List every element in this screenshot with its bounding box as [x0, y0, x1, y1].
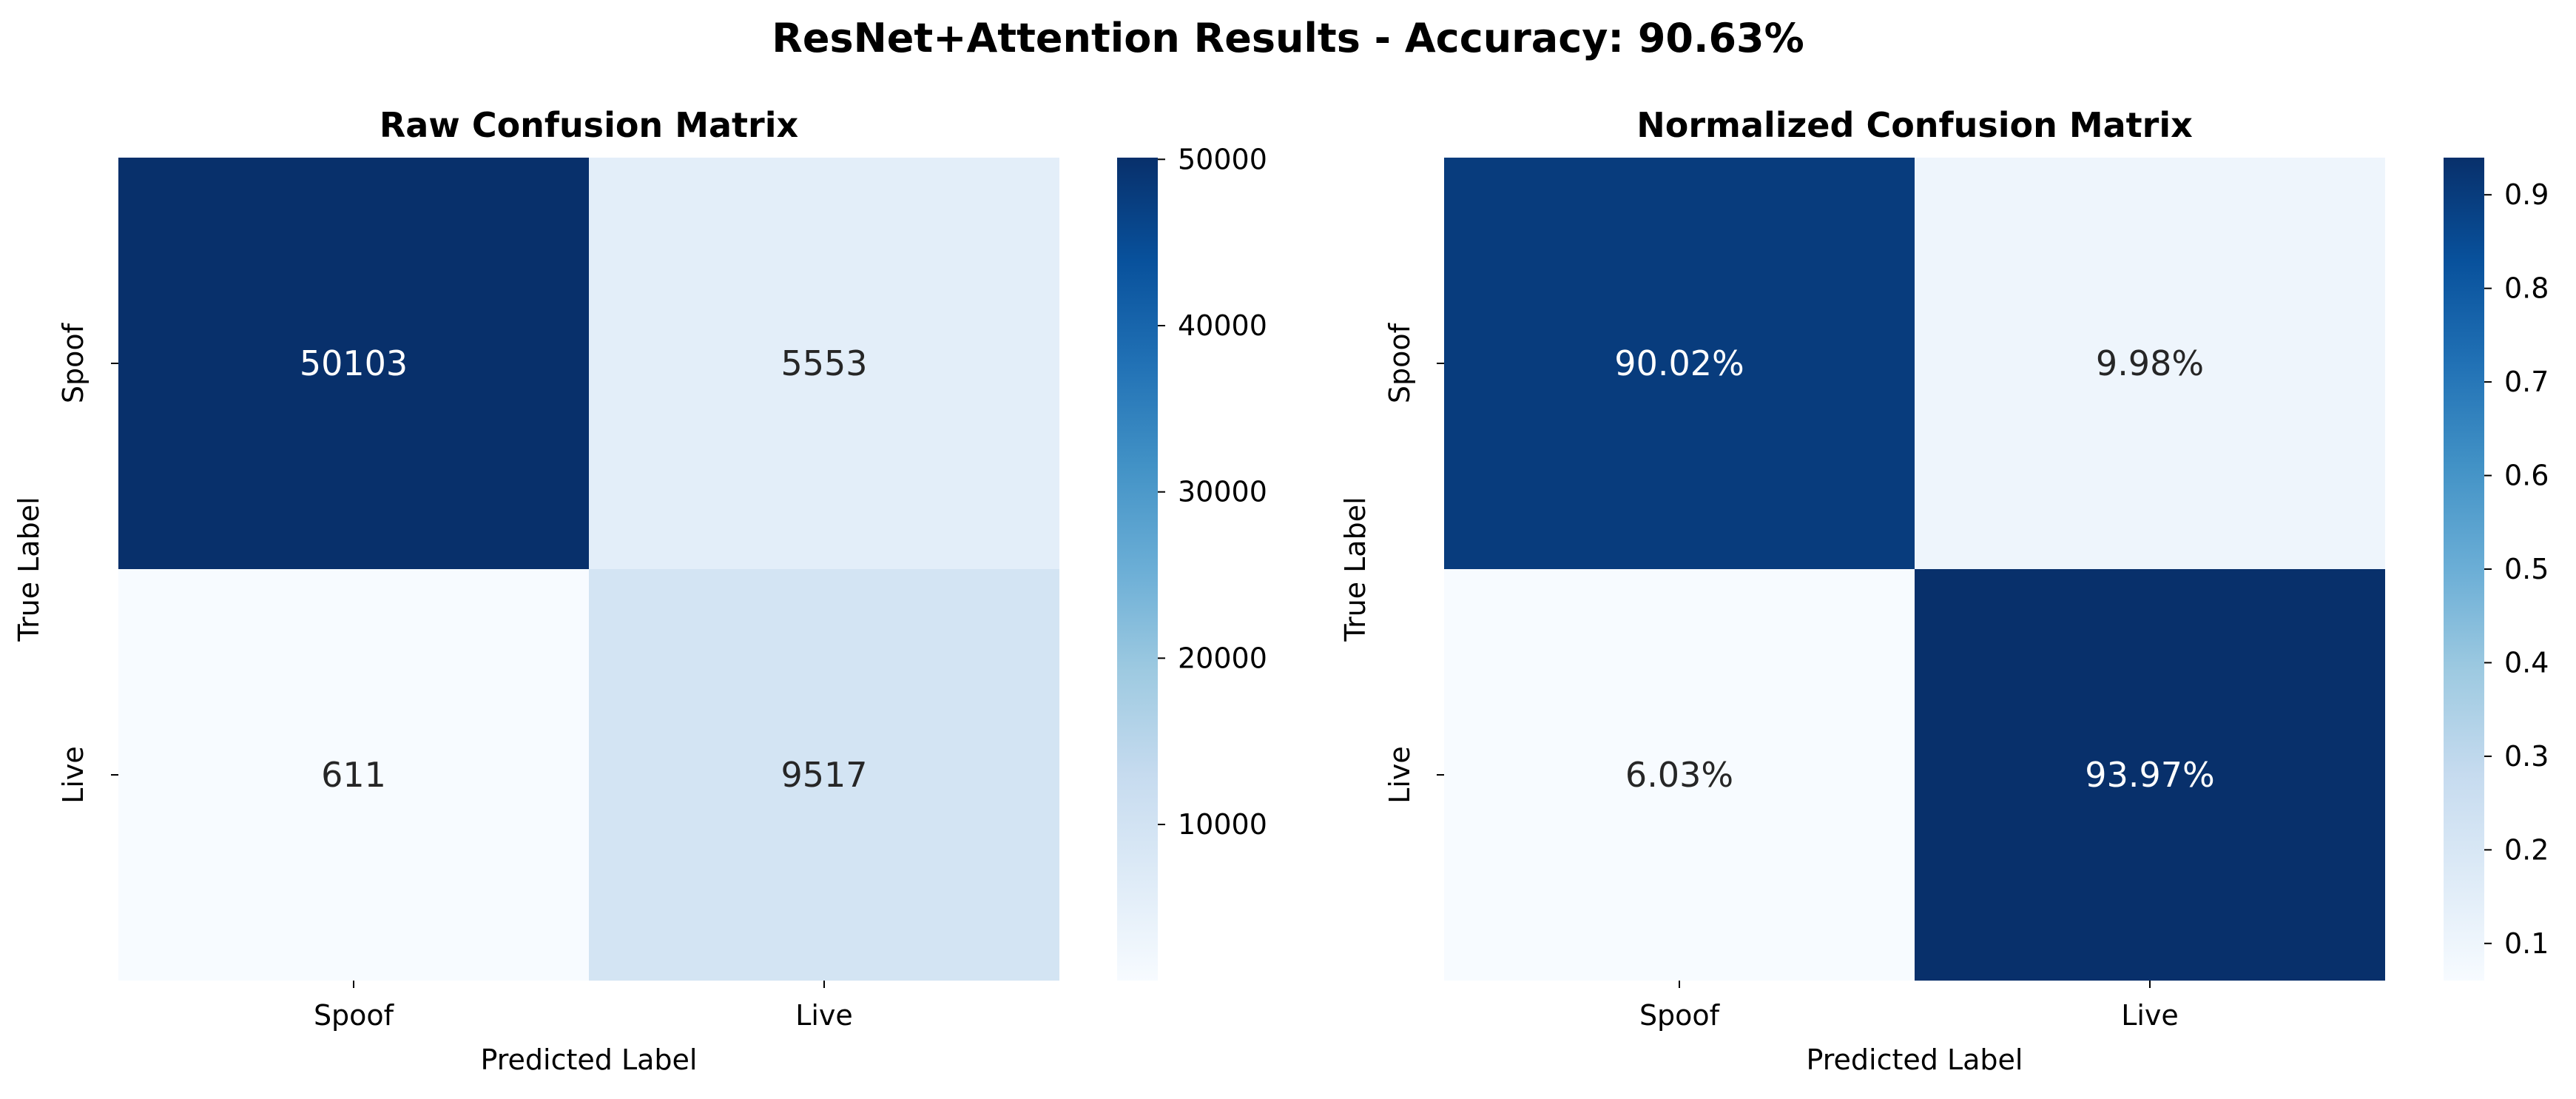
colorbar-tick-label: 0.4	[2504, 646, 2549, 679]
cell-value-label: 90.02%	[1614, 343, 1744, 383]
x-tick-label: Live	[2121, 999, 2179, 1032]
colorbar-tick-label: 40000	[1178, 309, 1267, 342]
heatmap-panel-2: Normalized Confusion Matrix 90.02% 9.98% 6.…	[1339, 105, 2549, 1076]
heatmap-panel-1: Raw Confusion Matrix 50103 5553 611 9517 Spoo…	[13, 105, 1267, 1076]
heatmap-cell	[118, 569, 589, 981]
y-tick-label: Spoof	[57, 322, 90, 403]
cell-value-label: 5553	[780, 343, 867, 383]
colorbar-tick-label: 30000	[1178, 476, 1267, 508]
colorbar-tick-label: 0.2	[2504, 833, 2549, 866]
colorbar-tick-label: 0.5	[2504, 553, 2549, 585]
heatmap-cell	[589, 569, 1059, 981]
heatmap-cell	[1915, 158, 2385, 569]
colorbar-tick-label: 0.6	[2504, 460, 2549, 492]
cell-value-label: 611	[321, 755, 386, 795]
colorbar-tick-label: 0.7	[2504, 366, 2549, 398]
heatmap-cell	[1915, 569, 2385, 981]
panel-title: Normalized Confusion Matrix	[1636, 105, 2193, 145]
cell-value-label: 93.97%	[2085, 755, 2214, 795]
colorbar-tick-label: 20000	[1178, 642, 1267, 674]
heatmap-cell	[1444, 158, 1915, 569]
cell-value-label: 6.03%	[1625, 755, 1733, 795]
y-tick-label: Live	[57, 746, 90, 804]
y-tick-label: Spoof	[1383, 322, 1416, 403]
colorbar-tick-label: 50000	[1178, 143, 1267, 175]
y-axis-label: True Label	[13, 497, 45, 642]
panel-title: Raw Confusion Matrix	[380, 105, 798, 145]
cell-value-label: 9.98%	[2096, 343, 2204, 383]
colorbar-tick-label: 0.3	[2504, 740, 2549, 773]
colorbar-tick-label: 10000	[1178, 808, 1267, 841]
y-tick-label: Live	[1383, 746, 1416, 804]
y-axis-label: True Label	[1339, 497, 1372, 642]
x-tick-label: Spoof	[1639, 999, 1721, 1032]
cell-value-label: 9517	[780, 755, 867, 795]
heatmap-cell	[118, 158, 589, 569]
heatmap-cell	[1444, 569, 1915, 981]
x-tick-label: Live	[795, 999, 853, 1032]
figure-suptitle: ResNet+Attention Results - Accuracy: 90.…	[772, 15, 1804, 61]
colorbar	[2444, 158, 2484, 981]
heatmap-cell	[589, 158, 1059, 569]
cell-value-label: 50103	[300, 343, 408, 383]
x-axis-label: Predicted Label	[1807, 1043, 2023, 1076]
x-axis-label: Predicted Label	[481, 1043, 698, 1076]
colorbar	[1117, 158, 1158, 981]
colorbar-tick-label: 0.1	[2504, 927, 2549, 960]
x-tick-label: Spoof	[314, 999, 395, 1032]
colorbar-tick-label: 0.8	[2504, 272, 2549, 305]
charts-container: Raw Confusion Matrix 50103 5553 611 9517 Spoo…	[13, 105, 2549, 1076]
colorbar-tick-label: 0.9	[2504, 178, 2549, 211]
